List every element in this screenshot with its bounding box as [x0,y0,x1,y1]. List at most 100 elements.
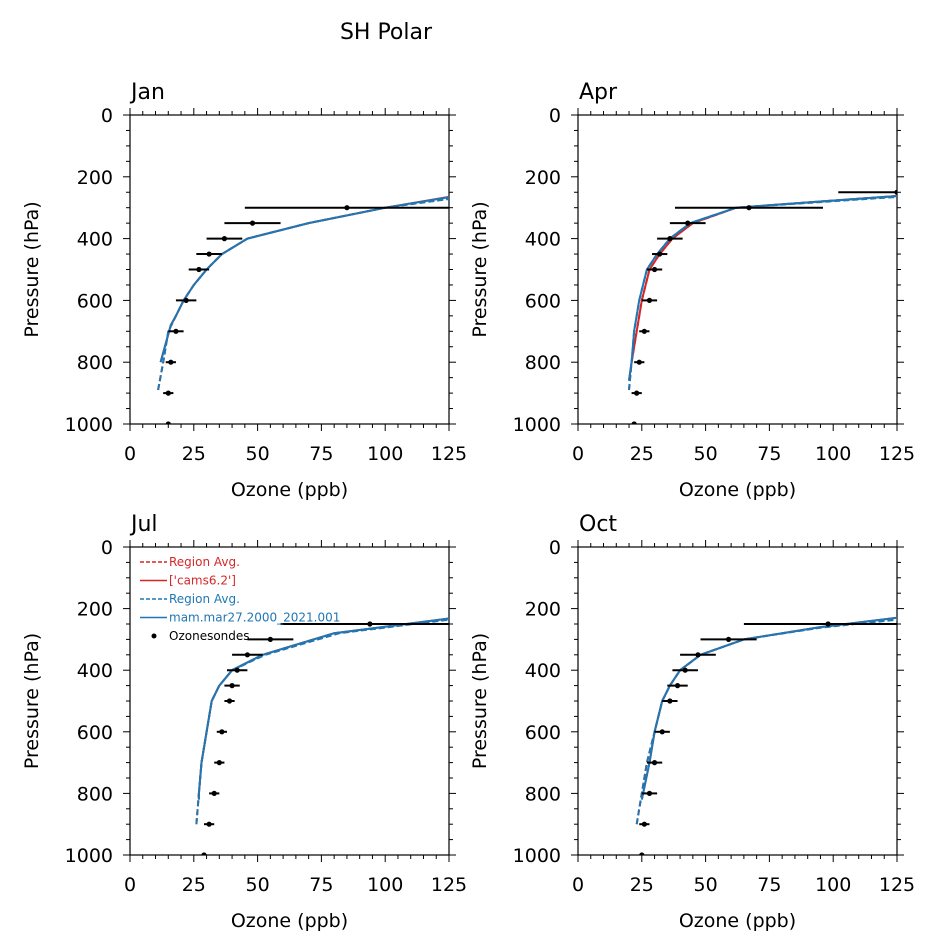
panel-jan: Jan 0 25 50 75 100 125 0 200 400 600 800 1000 Ozone (… [21,80,467,501]
x-tick-label: 125 [431,874,467,896]
obs-point [646,297,653,303]
panel-title: Oct [579,512,617,537]
plot-area [157,195,449,424]
obs-point [674,683,681,689]
obs-point [226,698,233,704]
obs-point [659,729,665,735]
obs-point [249,220,256,226]
y-tick-label: 200 [77,599,113,621]
x-tick-label: 75 [757,443,781,465]
obs-point [229,683,235,689]
series-model_a-solid [628,195,897,381]
obs-point [657,251,663,257]
obs-point [641,821,647,827]
obs-point [682,667,688,673]
axes-frame [129,114,450,425]
panel-title: Apr [579,80,618,105]
y-axis-label: Pressure (hPa) [469,633,491,769]
y-tick-label: 0 [549,105,561,127]
obs-point [639,852,645,855]
y-tick-label: 600 [525,722,561,744]
series-model_b-solid [159,196,449,363]
series-model_a-solid [159,195,449,363]
y-axis-label: Pressure (hPa) [21,201,43,337]
series-model_b-dashed [157,198,449,391]
series-model_b-dashed [195,618,449,825]
obs-point [651,266,658,273]
x-tick-label: 50 [246,443,270,465]
obs-point [667,236,673,242]
x-axis-label: Ozone (ppb) [679,479,796,501]
obs-point [651,760,658,766]
y-tick-label: 800 [525,783,561,805]
obs-point [183,297,189,303]
y-tick-label: 600 [77,290,113,312]
x-tick-label: 25 [182,443,206,465]
panel-oct: Oct 0 25 50 75 100 125 0 200 400 600 800 1000 Ozone (… [469,512,915,932]
y-tick-label: 1000 [513,845,561,867]
obs-point [234,667,240,673]
y-tick-label: 1000 [65,414,113,436]
axes-frame [577,546,898,856]
x-tick-label: 25 [630,874,654,896]
y-axis-label: Pressure (hPa) [469,201,491,337]
legend-label: Ozonesondes [169,629,250,643]
x-axis-label: Ozone (ppb) [679,910,796,932]
y-tick-label: 400 [525,660,561,682]
y-tick-label: 800 [525,352,561,374]
obs-point [219,729,225,735]
obs-point [168,359,174,365]
series-model_b-dashed [635,618,897,825]
series-model_b-solid [628,195,897,381]
y-tick-label: 0 [101,105,113,127]
plot-area [628,189,897,424]
x-tick-label: 0 [124,443,136,465]
plot-area [195,617,449,855]
obs-point [165,390,171,396]
obs-point [216,760,222,766]
obs-point [344,205,350,211]
panel-title: Jan [129,80,165,105]
x-tick-label: 100 [367,874,403,896]
figure-title: SH Polar [340,20,433,45]
x-tick-label: 75 [309,443,333,465]
obs-point [173,328,179,334]
obs-point [825,621,831,627]
obs-point [206,821,212,827]
obs-point [244,652,250,658]
x-tick-label: 0 [572,443,584,465]
obs-point [685,220,691,226]
obs-point [206,251,212,257]
series-model_a-dashed [635,617,897,825]
series-model_a-dashed [628,195,897,391]
obs-point [631,421,637,424]
y-tick-label: 200 [525,167,561,189]
x-tick-label: 75 [309,874,333,896]
series-model_a-dashed [195,618,449,825]
obs-point [211,790,217,797]
series-model_a-dashed [157,197,449,391]
obs-point [221,236,228,242]
x-axis-label: Ozone (ppb) [231,910,348,932]
legend-label: mam.mar27.2000_2021.001 [169,611,340,625]
y-tick-label: 200 [525,599,561,621]
y-tick-label: 0 [549,537,561,559]
x-axis-label: Ozone (ppb) [231,479,348,501]
y-tick-label: 0 [101,537,113,559]
y-tick-label: 600 [77,722,113,744]
y-tick-label: 800 [77,352,113,374]
x-tick-label: 100 [815,443,851,465]
obs-point [636,359,642,365]
obs-point [667,698,673,704]
x-tick-label: 125 [879,443,915,465]
x-tick-label: 50 [694,874,718,896]
x-tick-label: 75 [757,874,781,896]
obs-point [746,205,752,211]
legend-marker [151,633,157,639]
x-tick-label: 25 [630,443,654,465]
x-tick-label: 100 [815,874,851,896]
series-model_b-dashed [628,195,897,391]
panel-jul: Jul 0 25 50 75 100 125 0 200 400 600 800 1000 Ozone (… [21,512,467,932]
obs-point [267,636,273,643]
legend-label: ['cams6.2'] [169,574,236,588]
